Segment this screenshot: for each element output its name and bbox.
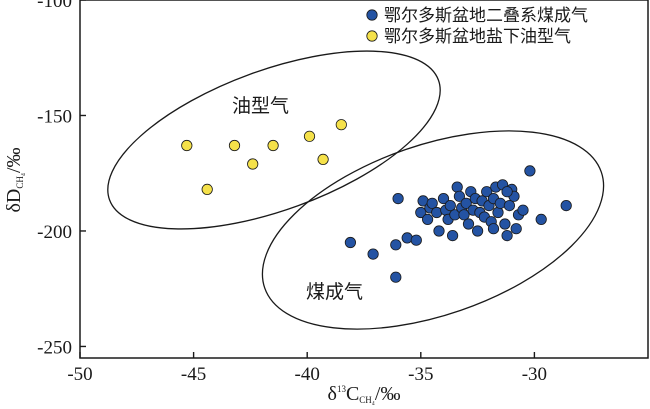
y-tick-label: -150 [37,106,72,127]
plot-frame [79,0,649,359]
coal-gas-point [410,234,422,246]
x-ticks: -50 -45 -40 -35 -30 [67,352,547,385]
coal-gas-point [401,232,413,244]
coal-derived-gas-ellipse [261,130,605,330]
coal-gas-point [390,239,402,251]
coal-gas-point [344,236,356,249]
coal-gas-point [367,248,379,260]
coal-gas-point [437,193,450,205]
coal-gas-point [501,186,513,198]
coal-gas-point [453,190,465,202]
coal-gas-point [426,197,438,209]
legend-label-coal-gas: 鄂尔多斯盆地二叠系煤成气 [384,6,588,26]
y-tick-label: -250 [37,337,72,358]
data-points [181,119,572,283]
oil-gas-point [228,139,241,152]
coal-gas-point [451,181,463,193]
coal-gas-point [460,197,472,209]
region-label-oil: 油型气 [232,95,289,117]
x-tick-label: -45 [181,364,206,385]
coal-gas-point [431,206,443,219]
y-tick-label: -100 [37,0,72,12]
coal-gas-point [487,223,500,235]
coal-gas-point [392,193,404,205]
coal-gas-point [390,271,402,283]
coal-gas-point [499,218,511,230]
coal-gas-point [503,200,515,212]
x-axis-label: δ13CCH₄/‰ [328,383,401,405]
x-tick-label: -30 [522,364,547,385]
legend-marker-coal-gas [366,9,378,21]
coal-gas-point [458,209,470,221]
oil-gas-point [247,158,259,170]
oil-gas-point [267,139,279,152]
x-tick-label: -50 [67,364,92,385]
coal-gas-point [421,213,434,225]
oil-type-gas-ellipse [107,50,441,230]
coal-gas-point [471,225,484,237]
legend-label-oil-gas: 鄂尔多斯盆地盐下油型气 [384,27,571,47]
coal-gas-point [560,200,572,212]
oil-gas-point [303,130,316,142]
y-ticks: -100 -150 -200 -250 [37,0,86,358]
coal-gas-point [510,223,522,235]
oil-gas-point [201,183,213,195]
coal-gas-point [446,230,459,242]
legend: 鄂尔多斯盆地二叠系煤成气 鄂尔多斯盆地盐下油型气 [366,6,588,47]
coal-gas-point [535,213,547,225]
coal-gas-point [517,204,529,216]
coal-gas-point [524,165,536,177]
y-tick-label: -200 [37,222,72,243]
region-ellipses [107,50,605,330]
coal-gas-point [444,200,456,212]
x-tick-label: -40 [295,364,320,385]
oil-gas-point [181,139,193,152]
legend-marker-oil-gas [366,30,378,42]
coal-gas-point [501,230,513,242]
oil-gas-point [335,119,347,131]
region-label-coal: 煤成气 [306,281,363,303]
coal-gas-point [492,206,504,219]
axes [79,0,649,359]
coal-gas-point [433,225,445,237]
coal-gas-point [481,186,493,198]
x-tick-label: -35 [408,364,433,385]
oil-gas-point [317,153,329,165]
coal-gas-point [494,197,506,209]
coal-gas-point [415,206,427,219]
y-axis-label: δDCH₄/‰ [3,147,25,212]
coal-gas-point [462,218,475,230]
